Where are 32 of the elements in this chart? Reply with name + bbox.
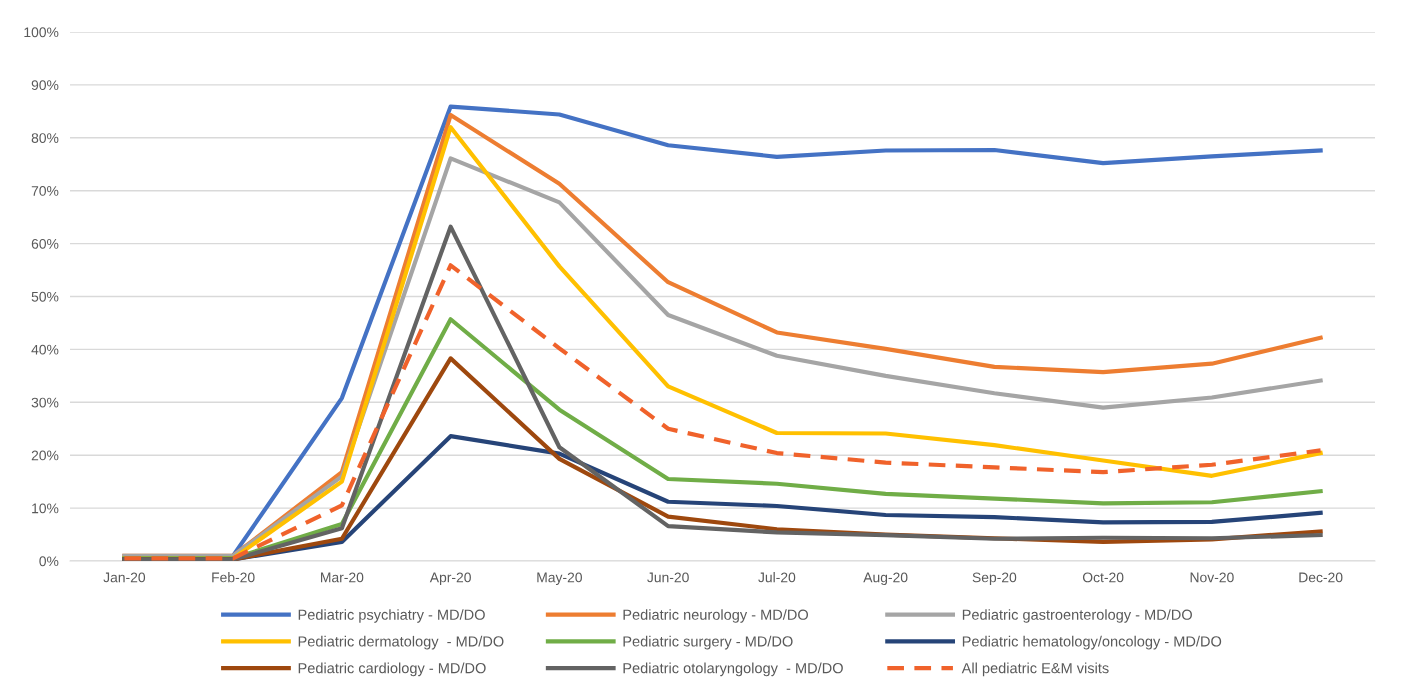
x-tick-label: Aug-20 — [863, 572, 908, 586]
x-tick-label: Nov-20 — [1190, 572, 1234, 583]
x-tick-label: Oct-20 — [1082, 572, 1124, 583]
legend-label: Pediatric psychiatry - MD/DO — [298, 609, 485, 623]
x-tick-label: May-20 — [537, 572, 582, 586]
legend-label: All pediatric E&M visits — [961, 662, 1109, 677]
legend-label: Pediatric neurology - MD/DO — [623, 609, 809, 623]
legend-label: Pediatric otolaryngology - MD/DO — [623, 662, 843, 677]
x-tick-label: Feb-20 — [212, 572, 255, 583]
x-tick-label: Jul-20 — [758, 572, 796, 583]
y-tick-label: 80% — [31, 133, 59, 143]
y-tick-label: 20% — [31, 450, 59, 461]
legend-label: Pediatric hematology/oncology - MD/DO — [962, 635, 1222, 650]
x-tick-label: Mar-20 — [321, 572, 364, 583]
y-tick-label: 30% — [31, 397, 59, 408]
y-tick-label: 90% — [31, 80, 59, 91]
y-tick-label: 70% — [31, 186, 59, 196]
legend-label: Pediatric cardiology - MD/DO — [298, 662, 486, 677]
y-tick-label: 0% — [39, 556, 59, 567]
legend-label: Pediatric gastroenterology - MD/DO — [962, 609, 1192, 623]
legend-label: Pediatric dermatology - MD/DO — [298, 635, 504, 650]
y-tick-label: 50% — [31, 291, 59, 302]
y-tick-label: 40% — [31, 344, 59, 355]
legend-label: Pediatric surgery - MD/DO — [623, 635, 793, 650]
y-tick-label: 60% — [31, 238, 59, 249]
x-tick-label: Apr-20 — [429, 572, 471, 586]
x-tick-label: Sep-20 — [972, 572, 1017, 586]
x-tick-label: Dec-20 — [1299, 572, 1343, 583]
y-tick-label: 100% — [24, 27, 59, 38]
x-tick-label: Jan-20 — [103, 572, 146, 583]
y-tick-label: 10% — [32, 503, 59, 514]
x-tick-label: Jun-20 — [647, 572, 689, 583]
